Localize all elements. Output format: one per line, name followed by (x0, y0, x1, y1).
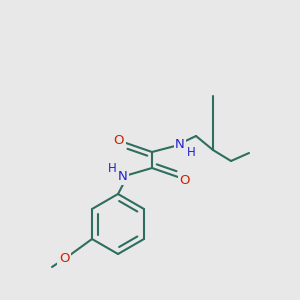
Text: N: N (118, 170, 128, 184)
Text: H: H (108, 163, 116, 176)
Text: O: O (180, 173, 190, 187)
Text: H: H (187, 146, 195, 158)
Text: O: O (114, 134, 124, 146)
Text: O: O (59, 253, 69, 266)
Text: N: N (175, 137, 185, 151)
